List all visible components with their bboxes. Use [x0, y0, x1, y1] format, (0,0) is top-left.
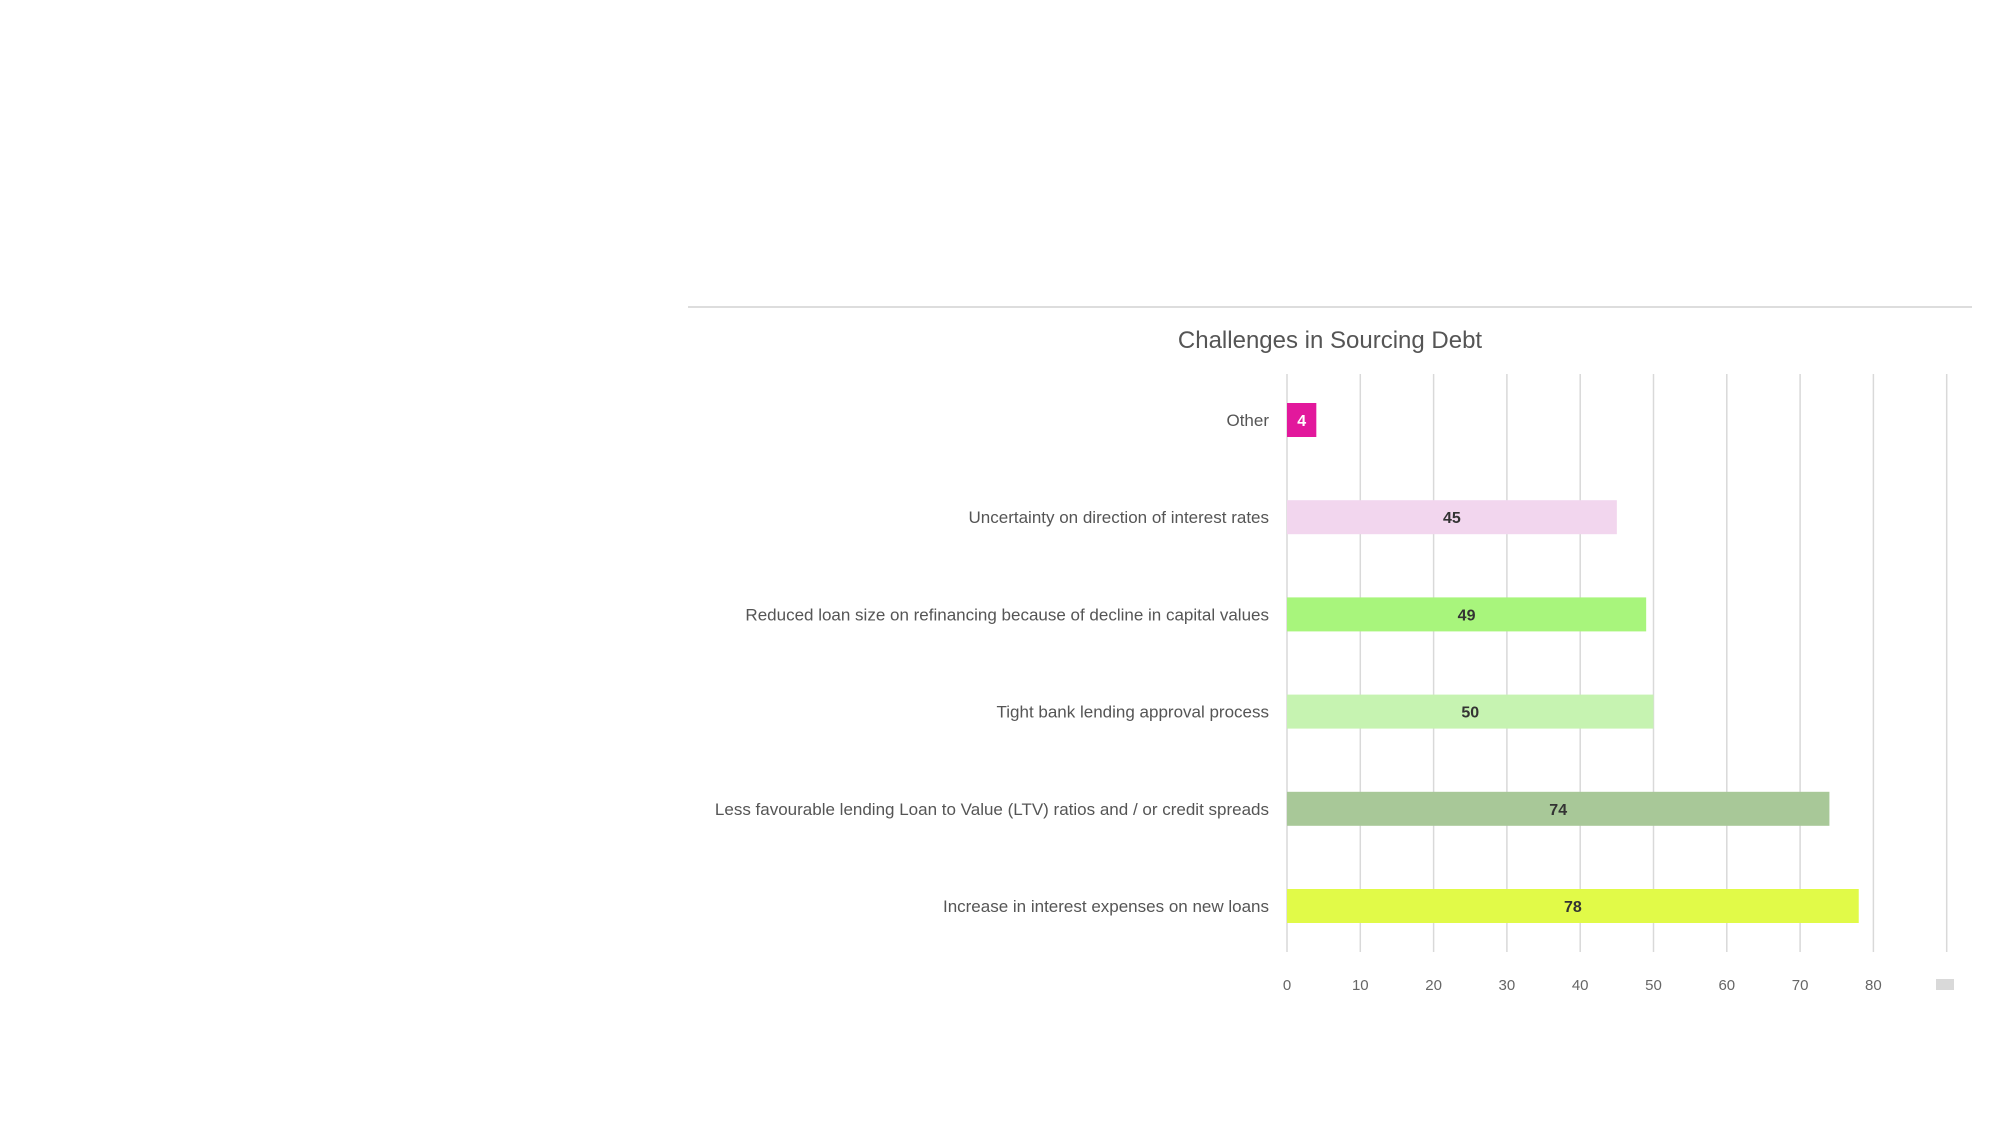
- bar: [1287, 597, 1647, 632]
- x-tick-label: 0: [1283, 977, 1291, 994]
- category-label: Increase in interest expenses on new loa…: [943, 897, 1269, 916]
- category-label: Reduced loan size on refinancing because…: [745, 605, 1269, 624]
- x-tick-label: 60: [1718, 977, 1735, 994]
- x-tick-label: 10: [1352, 977, 1369, 994]
- category-label: Tight bank lending approval process: [997, 703, 1269, 722]
- x-tick-label: 30: [1499, 977, 1516, 994]
- bar-value-label: 4: [1297, 413, 1306, 430]
- legend-swatch: [1936, 979, 1954, 990]
- grid-lines: [1286, 374, 1948, 952]
- category-label: Other: [1226, 411, 1269, 430]
- bar-value-label: 78: [1564, 899, 1582, 916]
- category-label: Less favourable lending Loan to Value (L…: [715, 800, 1269, 819]
- bar-value-label: 74: [1549, 802, 1567, 819]
- x-tick-label: 40: [1572, 977, 1589, 994]
- x-tick-label: 20: [1425, 977, 1442, 994]
- category-labels: Other Uncertainty on direction of interes…: [715, 411, 1269, 916]
- bar: [1287, 791, 1830, 826]
- chart-title: Challenges in Sourcing Debt: [1178, 327, 1483, 354]
- x-tick-label: 70: [1792, 977, 1809, 994]
- x-tick-label: 50: [1645, 977, 1662, 994]
- bar: [1287, 694, 1654, 729]
- bar-value-label: 45: [1443, 510, 1461, 527]
- bar: [1287, 500, 1617, 535]
- x-axis-ticks: 0 10 20 30 40 50 60 70 80: [1283, 977, 1882, 994]
- bar: [1287, 889, 1859, 923]
- bar-value-label: 49: [1458, 607, 1476, 624]
- x-tick-label: 80: [1865, 977, 1882, 994]
- category-label: Uncertainty on direction of interest rat…: [969, 508, 1269, 527]
- bar-value-label: 50: [1461, 705, 1479, 722]
- bar: [1287, 403, 1317, 437]
- bars: 4 45 49 50 74 78: [1287, 403, 1859, 923]
